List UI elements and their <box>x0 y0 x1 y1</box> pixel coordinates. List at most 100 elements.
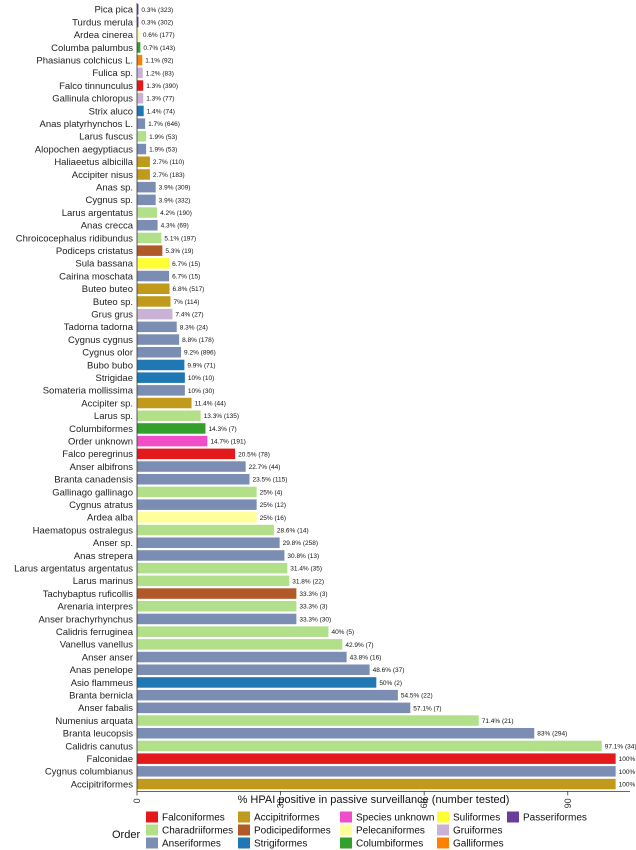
bar <box>137 486 257 498</box>
category-label: Anser albifrons <box>70 462 134 473</box>
bar <box>137 537 280 548</box>
data-label: 0.3% (302) <box>141 19 173 26</box>
legend-swatch <box>340 837 352 849</box>
legend-swatch <box>238 837 250 849</box>
category-label: Branta leucopsis <box>63 729 133 740</box>
data-label: 4.2% (190) <box>160 210 192 217</box>
legend-title: Order <box>112 829 140 841</box>
legend-label: Columbiformes <box>356 839 423 850</box>
category-label: Calidris canutus <box>65 741 133 752</box>
category-label: Bubo bubo <box>87 360 133 371</box>
bar <box>137 702 411 714</box>
bar <box>137 588 297 599</box>
category-label: Columbiformes <box>69 424 133 435</box>
category-label: Strix aluco <box>89 106 133 117</box>
data-label: 100% (1) <box>619 769 636 776</box>
bar <box>137 410 201 421</box>
bar <box>137 283 170 294</box>
category-label: Chroicocephalus ridibundus <box>16 233 133 244</box>
data-label: 42.9% (7) <box>345 642 373 649</box>
data-label: 8.8% (178) <box>182 337 214 344</box>
data-label: 30.8% (13) <box>287 553 319 560</box>
category-label: Larus argentatus <box>62 208 134 219</box>
bar <box>137 80 144 91</box>
data-label: 100% (1) <box>619 781 636 788</box>
data-label: 0.6% (177) <box>143 32 175 39</box>
category-label: Accipiter nisus <box>72 170 133 181</box>
bar <box>137 156 150 167</box>
data-label: 3.9% (332) <box>159 197 191 204</box>
data-label: 5.3% (19) <box>165 248 193 255</box>
data-label: 6.8% (517) <box>173 286 205 293</box>
bar <box>137 474 250 485</box>
bar <box>137 524 274 536</box>
category-label: Anas platyrhynchos L. <box>40 119 133 130</box>
category-label: Strigidae <box>96 373 134 384</box>
bar <box>137 270 170 282</box>
data-label: 23.5% (115) <box>252 477 287 484</box>
legend-swatch <box>146 837 158 849</box>
data-label: 11.4% (44) <box>195 400 226 407</box>
bar <box>137 575 290 587</box>
bar <box>137 499 257 510</box>
bar <box>137 194 156 206</box>
data-label: 1.4% (74) <box>147 108 175 115</box>
data-label: 1.3% (77) <box>146 96 174 103</box>
bar <box>137 372 185 383</box>
data-label: 4.3% (69) <box>161 223 189 230</box>
x-tick-label: 0 <box>132 798 142 803</box>
data-label: 54.5% (22) <box>401 693 433 700</box>
bars-layer <box>137 4 616 790</box>
bar <box>137 728 535 739</box>
category-label: Cygnus sp. <box>85 195 133 206</box>
category-label: Anser sp. <box>93 538 133 549</box>
bar <box>137 321 177 333</box>
legend-swatch <box>238 824 250 836</box>
bar <box>137 308 173 320</box>
legend-swatch <box>437 811 449 823</box>
data-label: 14.7% (191) <box>210 439 245 446</box>
bar <box>137 651 347 663</box>
bar <box>137 512 257 523</box>
legend-swatch <box>340 811 352 823</box>
x-tick-label: 60 <box>419 798 429 808</box>
bar <box>137 601 297 612</box>
bar <box>137 778 616 790</box>
category-label: Podiceps cristatus <box>56 246 133 257</box>
x-axis-ticks: 0 30 60 90 <box>132 791 573 808</box>
data-label: 29.8% (258) <box>283 540 318 547</box>
data-label: 33.3% (3) <box>299 604 327 611</box>
legend-swatch <box>437 837 449 849</box>
bar <box>137 181 156 193</box>
bar <box>137 93 144 104</box>
bar <box>137 461 246 472</box>
bar <box>137 4 139 15</box>
data-labels: 0.3% (323) 0.3% (302) 0.6% (177) 0.7% (143)… <box>141 7 636 789</box>
data-label: 28.6% (14) <box>277 527 309 534</box>
legend-label: Accipitriformes <box>254 813 320 824</box>
bar <box>137 118 146 129</box>
category-label: Buteo buteo <box>82 284 133 295</box>
category-label: Gallinula chloropus <box>52 94 133 105</box>
category-label: Haematopus ostralegus <box>33 525 134 536</box>
bar <box>137 689 398 701</box>
bar <box>137 562 288 574</box>
legend-swatch <box>238 811 250 823</box>
category-label: Gallinago gallinago <box>52 487 133 498</box>
bar <box>137 105 144 117</box>
category-label: Cygnus olor <box>82 348 133 359</box>
bar <box>137 232 162 244</box>
bar <box>137 639 343 650</box>
bar <box>137 677 377 688</box>
category-label: Cairina moschata <box>59 271 134 282</box>
bar <box>137 753 616 764</box>
category-label: Asio flammeus <box>71 678 134 689</box>
category-label: Fulica sp. <box>92 68 133 79</box>
legend-swatch <box>437 824 449 836</box>
data-label: 31.4% (35) <box>290 566 322 573</box>
data-label: 22.7% (44) <box>249 464 281 471</box>
data-label: 3.9% (309) <box>159 185 191 192</box>
data-label: 48.6% (37) <box>373 667 405 674</box>
category-label: Ardea cinerea <box>74 30 134 41</box>
